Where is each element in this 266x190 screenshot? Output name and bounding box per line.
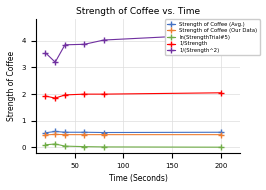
Strength of Coffee (Avg.)	[83, 131, 86, 133]
1/(Strength^2)	[83, 43, 86, 45]
Strength of Coffee (Our Data)	[102, 134, 106, 136]
1/Strength	[83, 93, 86, 95]
Line: 1/Strength: 1/Strength	[43, 90, 223, 101]
1/(Strength^2)	[219, 33, 222, 35]
Line: ln(StrengthTrial#5): ln(StrengthTrial#5)	[43, 141, 223, 150]
Line: Strength of Coffee (Avg.): Strength of Coffee (Avg.)	[43, 129, 223, 135]
Strength of Coffee (Avg.)	[102, 131, 106, 134]
1/Strength	[44, 95, 47, 97]
ln(StrengthTrial#5)	[54, 143, 57, 145]
1/Strength	[63, 94, 66, 96]
Strength of Coffee (Avg.)	[44, 132, 47, 134]
1/(Strength^2)	[44, 52, 47, 54]
Legend: Strength of Coffee (Avg.), Strength of Coffee (Our Data), ln(StrengthTrial#5), 1: Strength of Coffee (Avg.), Strength of C…	[165, 19, 260, 55]
Strength of Coffee (Our Data)	[54, 133, 57, 135]
Strength of Coffee (Our Data)	[219, 134, 222, 136]
1/(Strength^2)	[54, 61, 57, 63]
1/Strength	[102, 93, 106, 95]
ln(StrengthTrial#5)	[219, 146, 222, 148]
Line: 1/(Strength^2): 1/(Strength^2)	[43, 31, 223, 65]
ln(StrengthTrial#5)	[102, 146, 106, 148]
ln(StrengthTrial#5)	[83, 146, 86, 148]
Y-axis label: Strength of Coffee: Strength of Coffee	[7, 51, 16, 121]
Strength of Coffee (Our Data)	[63, 134, 66, 136]
Strength of Coffee (Avg.)	[63, 131, 66, 133]
Strength of Coffee (Our Data)	[83, 134, 86, 136]
ln(StrengthTrial#5)	[63, 145, 66, 147]
1/Strength	[54, 97, 57, 99]
Strength of Coffee (Our Data)	[44, 134, 47, 136]
Line: Strength of Coffee (Our Data): Strength of Coffee (Our Data)	[43, 132, 223, 138]
1/(Strength^2)	[102, 39, 106, 41]
Strength of Coffee (Avg.)	[219, 131, 222, 133]
Title: Strength of Coffee vs. Time: Strength of Coffee vs. Time	[76, 7, 200, 16]
Strength of Coffee (Avg.)	[54, 130, 57, 133]
X-axis label: Time (Seconds): Time (Seconds)	[109, 174, 167, 183]
1/Strength	[219, 92, 222, 94]
ln(StrengthTrial#5)	[44, 144, 47, 146]
1/(Strength^2)	[63, 44, 66, 46]
